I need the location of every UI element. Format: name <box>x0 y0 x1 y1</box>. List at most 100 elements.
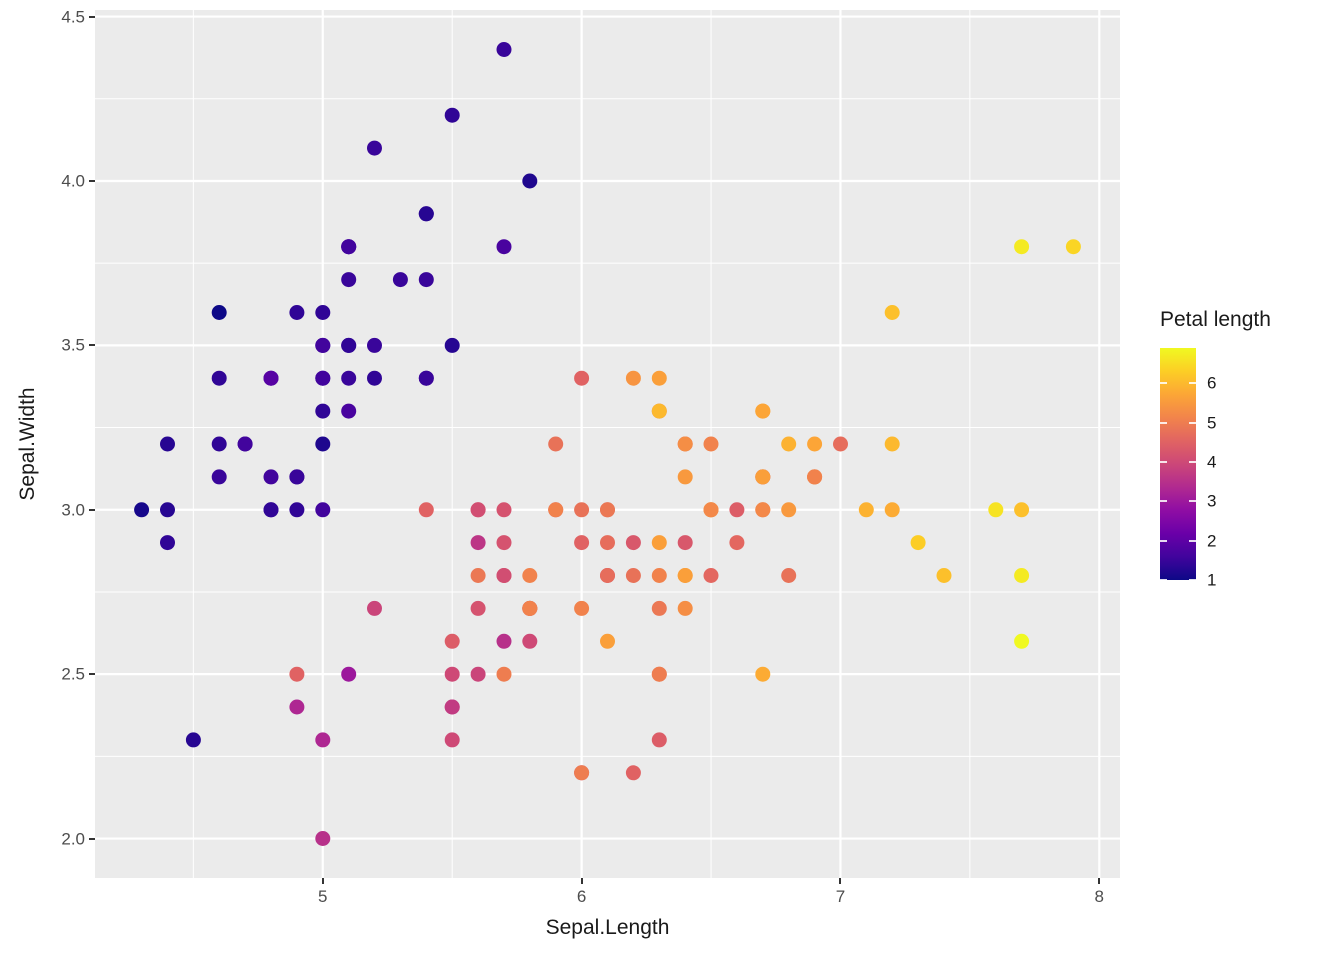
data-point <box>651 666 667 682</box>
data-point <box>392 272 408 288</box>
legend-tick-label: 4 <box>1207 452 1217 472</box>
data-point <box>548 436 564 452</box>
data-point <box>315 831 331 846</box>
data-point <box>600 568 615 583</box>
x-tick-mark <box>1098 878 1101 884</box>
data-point <box>341 403 357 419</box>
data-point <box>444 337 460 353</box>
data-point <box>781 436 797 452</box>
data-point <box>418 502 434 518</box>
data-point <box>315 732 331 748</box>
data-point <box>858 502 874 518</box>
x-tick-mark <box>839 878 842 884</box>
x-tick-label: 6 <box>576 887 587 906</box>
data-point <box>703 502 719 518</box>
legend-tick-label: 3 <box>1207 491 1217 511</box>
data-point <box>160 502 175 518</box>
data-point <box>496 666 512 682</box>
legend-tick-mark <box>1189 382 1196 385</box>
data-point <box>211 305 227 320</box>
legend-tick-mark <box>1160 539 1167 542</box>
data-point <box>884 305 900 320</box>
data-point <box>703 436 719 452</box>
data-point <box>418 272 434 288</box>
data-point <box>600 633 615 649</box>
x-tick-label: 7 <box>835 887 846 906</box>
data-point <box>444 633 460 649</box>
data-point <box>884 502 900 518</box>
data-point <box>884 436 900 452</box>
data-point <box>625 535 641 551</box>
data-point <box>367 337 382 353</box>
legend-tick-label: 1 <box>1207 570 1217 590</box>
data-point <box>367 140 382 156</box>
data-point <box>833 436 848 452</box>
data-point <box>729 502 745 518</box>
data-point <box>651 535 667 551</box>
data-point <box>1014 502 1030 518</box>
data-point <box>522 600 538 616</box>
x-tick-label: 5 <box>318 887 328 906</box>
data-point <box>470 666 486 682</box>
data-point <box>755 469 771 485</box>
data-point <box>367 600 382 616</box>
data-point <box>496 633 512 649</box>
data-point <box>574 502 590 518</box>
data-point <box>625 568 641 583</box>
legend-tick-mark <box>1160 500 1167 503</box>
y-tick-label: 4.5 <box>61 7 85 27</box>
data-point <box>600 535 615 551</box>
legend-tick-mark <box>1160 421 1167 424</box>
data-point <box>574 535 590 551</box>
data-point <box>1065 239 1081 255</box>
data-point <box>677 600 693 616</box>
data-point <box>341 370 357 386</box>
data-point <box>677 568 693 583</box>
y-tick-mark <box>89 837 95 840</box>
data-point <box>807 469 823 485</box>
x-tick-mark <box>321 878 324 884</box>
y-tick-label: 2.5 <box>61 664 85 684</box>
legend-tick-label: 5 <box>1207 413 1217 433</box>
data-point <box>470 568 486 583</box>
data-point <box>470 502 486 518</box>
x-tick-label: 8 <box>1094 887 1105 906</box>
data-point <box>574 600 590 616</box>
data-point <box>625 370 641 386</box>
data-point <box>703 568 719 583</box>
data-point <box>1014 633 1030 649</box>
data-point <box>289 666 305 682</box>
legend-tick-label: 2 <box>1207 531 1217 551</box>
data-point <box>315 370 331 386</box>
data-point <box>315 305 331 320</box>
data-point <box>418 206 434 222</box>
data-point <box>496 42 512 57</box>
data-point <box>341 272 357 288</box>
data-point <box>315 502 331 518</box>
legend-tick-mark <box>1160 382 1167 385</box>
legend-tick-mark <box>1189 500 1196 503</box>
y-tick-label: 4.0 <box>61 171 85 191</box>
data-point <box>522 568 538 583</box>
data-point <box>574 765 590 781</box>
data-point <box>263 370 279 386</box>
data-point <box>315 436 331 452</box>
data-point <box>496 535 512 551</box>
data-point <box>341 337 357 353</box>
legend-tick-mark <box>1160 461 1167 464</box>
data-point <box>237 436 253 452</box>
data-point <box>677 469 693 485</box>
data-point <box>444 107 460 123</box>
x-axis-title: Sepal.Length <box>545 916 670 939</box>
y-axis-title: Sepal.Width <box>16 387 39 501</box>
data-point <box>341 666 357 682</box>
data-point <box>185 732 201 748</box>
y-tick-label: 3.0 <box>61 500 85 520</box>
data-point <box>677 436 693 452</box>
legend-tick-mark <box>1160 579 1167 581</box>
data-point <box>522 633 538 649</box>
legend-title: Petal length <box>1160 308 1271 331</box>
data-point <box>1014 239 1030 255</box>
data-point <box>289 699 305 715</box>
